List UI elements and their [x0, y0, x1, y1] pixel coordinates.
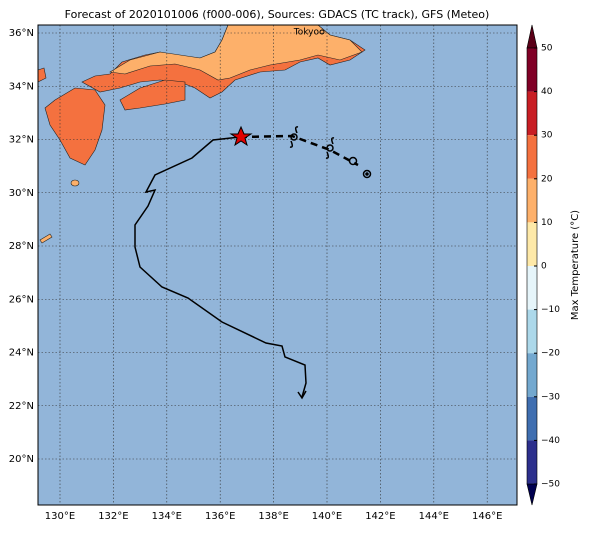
lon-label: 142°E [365, 511, 395, 522]
land [37, 24, 366, 244]
colorbar-cap [526, 483, 538, 506]
city-label: Tokyo [293, 28, 320, 38]
colorbar-segment [527, 440, 537, 484]
colorbar-tick-label: −20 [541, 349, 560, 359]
lat-label: 36°N [9, 28, 34, 39]
lon-label: 130°E [45, 511, 75, 522]
lat-label: 24°N [9, 348, 34, 359]
colorbar-tick-label: −40 [541, 436, 560, 446]
colorbar-tick-label: 30 [541, 131, 553, 141]
colorbar-tick-label: 0 [541, 262, 547, 272]
lat-label: 34°N [9, 81, 34, 92]
lat-label: 32°N [9, 135, 34, 146]
lat-label: 22°N [9, 401, 34, 412]
colorbar-tick-label: 10 [541, 218, 553, 228]
ocean [38, 25, 517, 505]
colorbar-segment [527, 135, 537, 179]
lon-label: 136°E [205, 511, 235, 522]
colorbar-label: Max Temperature (°C) [570, 210, 581, 320]
typhoon-track [134, 125, 372, 400]
track-arrow [297, 390, 307, 400]
cyclone-symbols [289, 126, 372, 179]
lat-label: 20°N [9, 454, 34, 465]
map: Tokyo [37, 24, 518, 506]
colorbar-segment [527, 91, 537, 136]
lon-label: 138°E [258, 511, 288, 522]
colorbar-segment [527, 222, 537, 266]
city-marker [319, 29, 325, 35]
graticule [38, 25, 517, 505]
current-position [229, 125, 253, 147]
lon-label: 144°E [419, 511, 449, 522]
colorbar-segment [527, 309, 537, 354]
lat-label: 26°N [9, 294, 34, 305]
colorbar-segment [527, 178, 537, 223]
title: Forecast of 2020101006 (f000-006), Sourc… [65, 8, 490, 21]
lon-label: 146°E [472, 511, 502, 522]
colorbar-tick-label: 20 [541, 174, 553, 184]
lon-label: 134°E [152, 511, 182, 522]
colorbar-tick-label: −30 [541, 392, 560, 402]
forecast-track [239, 134, 359, 167]
colorbar-tick-label: −50 [541, 480, 560, 490]
past-track [134, 136, 307, 398]
colorbar-tick-label: −10 [541, 305, 560, 315]
colorbar-segment [527, 48, 537, 92]
lon-label: 140°E [312, 511, 342, 522]
map-frame [37, 24, 518, 506]
colorbar: 50 40 30 20 10 0 −10 −20 −30 −40 −50 [526, 24, 560, 506]
colorbar-segment [527, 396, 537, 441]
colorbar-tick-label: 50 [541, 44, 553, 54]
colorbar-segment [527, 353, 537, 397]
lon-label: 132°E [98, 511, 128, 522]
colorbar-segment [527, 266, 537, 310]
colorbar-tick-label: 40 [541, 87, 553, 97]
lat-label: 28°N [9, 241, 34, 252]
colorbar-cap [526, 24, 538, 49]
lat-label: 30°N [9, 188, 34, 199]
